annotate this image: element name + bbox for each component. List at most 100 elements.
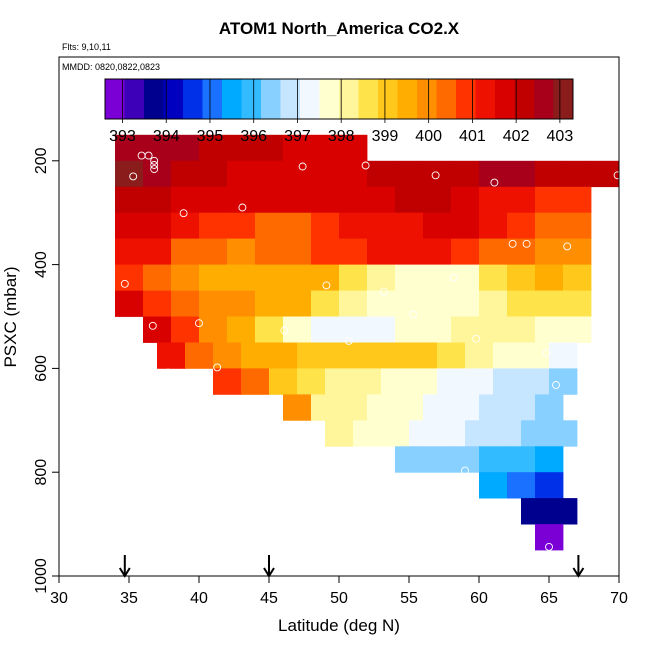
heatmap-cell [339, 290, 368, 317]
heatmap-cell [227, 160, 256, 188]
heatmap-cell [171, 264, 200, 291]
heatmap-cell [451, 186, 480, 214]
heatmap-cell [115, 186, 144, 214]
data-point [148, 321, 157, 330]
colorbar-tick-label: 396 [240, 128, 267, 145]
colorbar-tick-label: 400 [415, 128, 442, 145]
heatmap-cell [549, 420, 578, 447]
colorbar-swatch [514, 79, 535, 119]
heatmap-cell [479, 394, 508, 421]
heatmap-cell [507, 186, 536, 214]
heatmap-cell [311, 160, 340, 188]
y-tick-label: 200 [33, 147, 50, 174]
heatmap-cell [241, 342, 270, 369]
colorbar-tick-label: 395 [197, 128, 224, 145]
colorbar-tick-label: 401 [459, 128, 486, 145]
data-point [379, 287, 388, 296]
colorbar-frame [104, 78, 574, 120]
heatmap-cell [395, 160, 424, 188]
heatmap-cell [171, 238, 200, 265]
heatmap-cell [535, 316, 564, 343]
heatmap-cell [227, 186, 256, 214]
data-point [344, 336, 353, 345]
heatmap-cell [507, 212, 536, 239]
heatmap-cell [255, 264, 284, 291]
heatmap-cell [311, 264, 340, 291]
down-arrow-icon [263, 555, 275, 578]
heatmap-cell [381, 420, 410, 447]
x-axis: 30 35 40 45 50 55 60 65 70 [50, 576, 628, 607]
heatmap-cell [521, 498, 550, 525]
colorbar-swatch [534, 79, 554, 119]
colorbar-tick-label: 397 [284, 128, 311, 145]
x-tick-label: 70 [610, 590, 628, 607]
flight-arrows [118, 555, 585, 578]
data-point [522, 239, 531, 248]
heatmap-cell [507, 472, 536, 499]
colorbar-swatch [222, 79, 242, 119]
heatmap-cell [507, 394, 536, 421]
data-point [280, 326, 289, 335]
heatmap-cell [409, 368, 438, 395]
heatmap-cell [185, 342, 214, 369]
heatmap-cell [535, 290, 564, 317]
colorbar-swatch [358, 79, 379, 119]
heatmap-cell [353, 342, 382, 369]
heatmap-cell [199, 212, 228, 239]
colorbar-swatch [436, 79, 457, 119]
heatmap-cell [451, 264, 480, 291]
heatmap-cell [255, 212, 284, 239]
x-tick-label: 35 [120, 590, 138, 607]
heatmap-cell [563, 264, 592, 291]
x-tick-label: 40 [190, 590, 208, 607]
heatmap-cell [199, 238, 228, 265]
heatmap-cell [395, 186, 424, 214]
heatmap-cell [367, 186, 396, 214]
heatmap-cell [451, 290, 480, 317]
heatmap-cell [479, 316, 508, 343]
data-point [150, 156, 159, 165]
dates-label: MMDD: 0820,0822,0823 [62, 62, 160, 72]
heatmap-cell [171, 316, 200, 343]
heatmap-cell [479, 290, 508, 317]
heatmap-cell [437, 420, 466, 447]
chart-title: ATOM1 North_America CO2.X [219, 19, 460, 38]
heatmap-cell [171, 212, 200, 239]
heatmap-cell [143, 316, 172, 343]
heatmap-cell [451, 238, 480, 265]
heatmap-cell [199, 316, 228, 343]
heatmap-cell [549, 342, 578, 369]
x-tick-label: 60 [470, 590, 488, 607]
colorbar-swatch [378, 79, 398, 119]
heatmap-cells [115, 134, 620, 551]
heatmap-cell [451, 316, 480, 343]
heatmap-cell [311, 186, 340, 214]
heatmap-cell [395, 238, 424, 265]
data-point [361, 161, 370, 170]
heatmap-cell [507, 290, 536, 317]
heatmap-cell [325, 420, 354, 447]
heatmap-cell [465, 368, 494, 395]
data-point [431, 171, 440, 180]
x-axis-label: Latitude (deg N) [278, 616, 400, 635]
heatmap-cell [255, 238, 284, 265]
heatmap-cell [325, 342, 354, 369]
heatmap-cell [227, 290, 256, 317]
heatmap-cell [521, 342, 550, 369]
heatmap-cell [395, 394, 424, 421]
data-point [179, 209, 188, 218]
heatmap-cell [535, 238, 564, 265]
heatmap-cell [325, 368, 354, 395]
data-point [195, 319, 203, 328]
heatmap-cell [213, 368, 242, 395]
heatmap-cell [115, 290, 144, 317]
heatmap-cell [143, 290, 172, 317]
colorbar-swatch [105, 79, 125, 119]
data-point [150, 161, 159, 169]
heatmap-cell [479, 446, 508, 473]
data-point [563, 242, 572, 251]
colorbar-swatch [397, 79, 418, 119]
data-point [298, 162, 307, 171]
data-point [164, 368, 173, 377]
heatmap-cell [283, 186, 312, 214]
